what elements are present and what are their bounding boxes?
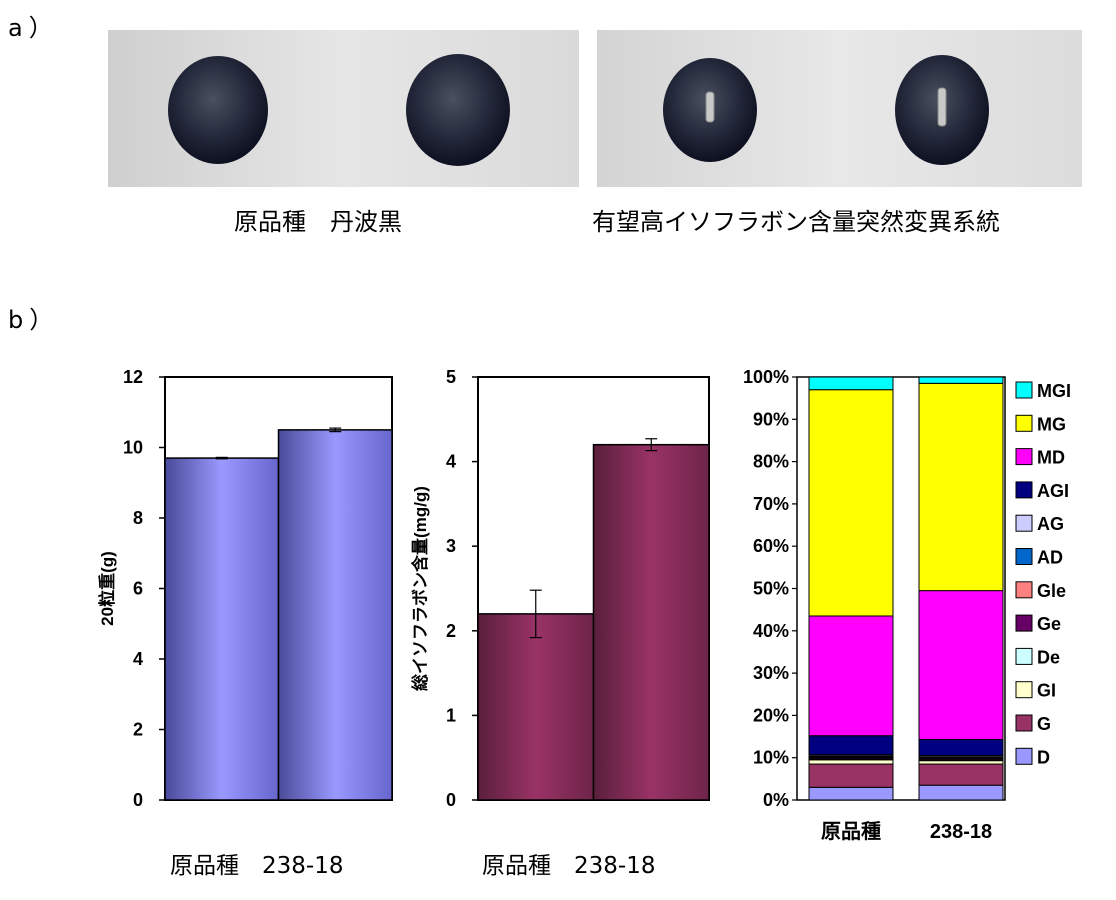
y-tick-label: 10% <box>753 748 789 768</box>
legend-label-AD: AD <box>1037 548 1063 568</box>
legend-swatch-MGI <box>1015 381 1033 399</box>
segment-MG-2 <box>918 382 1004 592</box>
legend-swatch-De <box>1015 647 1033 665</box>
legend-label-MG: MG <box>1037 414 1066 434</box>
segment-D-1 <box>808 786 894 801</box>
chart1-category-caption: 原品種 238-18 <box>170 853 344 879</box>
y-tick-label: 0 <box>133 790 143 810</box>
y-tick-label: 4 <box>446 452 456 472</box>
caption-original-variety: 原品種 丹波黒 <box>234 208 402 236</box>
y-tick-label: 6 <box>133 579 143 599</box>
bar-1 <box>477 613 595 801</box>
bar-1 <box>164 457 280 801</box>
legend-swatch-Ge <box>1015 614 1033 632</box>
legend-label-Gle: Gle <box>1037 581 1066 601</box>
y-tick-label: 0 <box>446 790 456 810</box>
segment-MGI-2 <box>918 376 1004 384</box>
legend-label-D: D <box>1037 747 1050 767</box>
panel-b-label: b） <box>8 306 60 334</box>
legend-swatch-GI <box>1015 681 1033 699</box>
y-tick-label: 100% <box>743 367 789 387</box>
segment-MG-1 <box>808 389 894 617</box>
legend-swatch-AD <box>1015 548 1033 565</box>
y-tick-label: 4 <box>133 649 143 669</box>
y-tick-label: 70% <box>753 494 789 514</box>
y-tick-label: 30% <box>753 663 789 683</box>
legend-swatch-AG <box>1015 514 1033 532</box>
y-tick-label: 50% <box>753 579 789 599</box>
legend-swatch-MG <box>1015 414 1033 432</box>
y-tick-label: 1 <box>446 705 456 725</box>
y-tick-label: 10 <box>123 438 143 458</box>
y-tick-label: 3 <box>446 536 456 556</box>
bar-2 <box>277 429 393 801</box>
legend-swatch-AGI <box>1015 481 1033 499</box>
y-tick-label: 5 <box>446 367 456 387</box>
legend-label-Ge: Ge <box>1037 614 1061 634</box>
x-category-label-1: 原品種 <box>821 820 881 843</box>
y-tick-label: 2 <box>446 621 456 641</box>
segment-GI-2 <box>918 760 1004 765</box>
legend-label-AGI: AGI <box>1037 481 1069 501</box>
segment-G-2 <box>918 763 1004 786</box>
caption-mutant-line: 有望高イソフラボン含量突然変異系統 <box>592 208 1000 236</box>
legend-swatch-Gle <box>1015 581 1033 599</box>
y-tick-label: 80% <box>753 452 789 472</box>
legend-label-MD: MD <box>1037 448 1065 468</box>
y-tick-label: 20% <box>753 705 789 725</box>
legend-label-GI: GI <box>1037 681 1056 701</box>
legend-swatch-MD <box>1015 448 1033 466</box>
x-category-label-2: 238-18 <box>930 821 992 843</box>
segment-GI-1 <box>808 759 894 765</box>
legend-label-G: G <box>1037 714 1051 734</box>
bar-2 <box>592 443 710 801</box>
legend-swatch-G <box>1015 714 1033 732</box>
y-tick-label: 90% <box>753 409 789 429</box>
photo-original-variety <box>108 30 579 187</box>
chart-isoflavone-composition: 0% 10% 20% 30% 40% 50% 60% 70% 80% 90% 100% 原品種 238-… <box>743 367 1071 843</box>
segment-AGI-1 <box>808 735 894 756</box>
y-axis-title: 20粒重(g) <box>97 551 117 626</box>
chart2-category-caption: 原品種 238-18 <box>482 853 656 879</box>
segment-G-1 <box>808 763 894 788</box>
segment-MGI-1 <box>808 376 894 391</box>
soybean-seed-2 <box>406 54 510 166</box>
photo-mutant-line <box>597 30 1082 187</box>
segment-AGI-2 <box>918 739 1004 757</box>
y-tick-label: 12 <box>123 367 143 387</box>
legend-label-AG: AG <box>1037 514 1064 534</box>
chart-total-isoflavone: 0 1 2 3 4 5 総イソフラボン含量(mg/g) <box>410 367 710 810</box>
panel-a-label: a） <box>8 14 59 42</box>
segment-MD-1 <box>808 615 894 737</box>
y-tick-label: 8 <box>133 508 143 528</box>
y-tick-label: 40% <box>753 621 789 641</box>
y-tick-label: 60% <box>753 536 789 556</box>
soybean-seed-1 <box>168 56 268 164</box>
segment-D-2 <box>918 784 1004 801</box>
segment-MD-2 <box>918 590 1004 741</box>
y-tick-label: 2 <box>133 720 143 740</box>
y-axis-title: 総イソフラボン含量(mg/g) <box>410 486 430 691</box>
legend-swatch-D <box>1015 747 1033 765</box>
legend-label-De: De <box>1037 647 1060 667</box>
legend-label-MGI: MGI <box>1037 381 1071 401</box>
y-tick-label: 0% <box>763 790 789 810</box>
chart-seed-weight: 0 2 4 6 8 10 12 20粒重(g) <box>97 367 393 810</box>
